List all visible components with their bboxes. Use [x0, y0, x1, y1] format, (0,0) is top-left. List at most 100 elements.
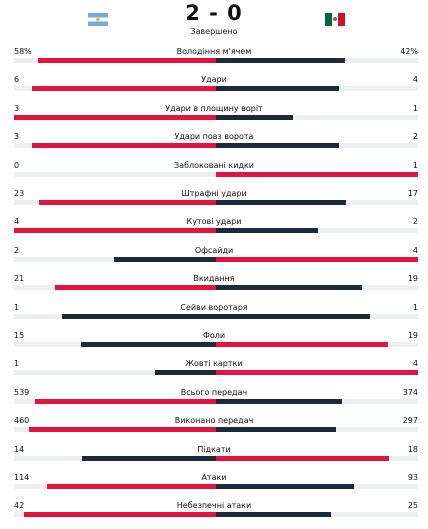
away-stat-bar	[216, 143, 339, 149]
home-stat-value: 3	[14, 132, 20, 142]
home-stat-bar	[39, 200, 216, 205]
stat-label: Виконано передач	[174, 416, 254, 426]
away-stat-bar	[216, 285, 362, 291]
home-stat-bar	[38, 58, 216, 63]
away-stat-value: 374	[402, 387, 418, 397]
stat-row: 539 Всього передач 374	[0, 385, 428, 413]
away-stat-bar	[216, 58, 345, 63]
home-stat-value: 3	[14, 103, 20, 113]
home-bar-track	[14, 171, 216, 177]
stat-row: 114 Атаки 93	[0, 470, 428, 498]
stat-row: 3 Удари повз ворота 2	[0, 129, 428, 157]
home-stat-bar	[55, 285, 216, 291]
home-stat-bar	[81, 342, 216, 347]
home-stat-value: 4	[14, 217, 20, 227]
home-stat-value: 21	[14, 274, 25, 284]
away-stat-value: 297	[402, 416, 418, 426]
home-stat-value: 58%	[14, 47, 32, 56]
home-stat-value: 460	[14, 416, 30, 426]
away-stat-bar	[216, 256, 418, 262]
home-bar-track	[14, 370, 216, 376]
home-stat-bar	[32, 143, 216, 149]
stat-label: Жовті картки	[185, 359, 243, 369]
stat-label: Удари	[201, 75, 227, 85]
home-stat-value: 23	[14, 189, 25, 198]
away-stat-value: 1	[412, 302, 418, 312]
home-stat-bar	[14, 114, 216, 120]
away-stat-bar	[216, 171, 418, 177]
stat-row: 1 Сейви воротаря 1	[0, 300, 428, 328]
stat-row: 4 Кутові удари 2	[0, 214, 428, 242]
home-stat-bar	[29, 427, 216, 433]
match-status: Завершено	[190, 27, 238, 36]
away-stat-value: 17	[407, 189, 418, 198]
home-stat-bar	[114, 256, 216, 262]
home-stat-value: 539	[14, 387, 30, 397]
home-stat-value: 1	[14, 302, 20, 312]
stat-row: 0 Заблоковані кидки 1	[0, 158, 428, 186]
away-stat-bar	[216, 427, 336, 433]
away-stat-value: 18	[407, 444, 418, 454]
home-stat-value: 15	[14, 331, 25, 340]
away-stat-bar	[216, 512, 331, 518]
home-stat-bar	[14, 228, 216, 234]
away-stat-bar	[216, 484, 354, 489]
away-stat-value: 4	[412, 75, 418, 85]
stat-label: Підкати	[197, 444, 231, 454]
away-stat-bar	[216, 228, 318, 234]
away-stat-bar	[216, 86, 339, 92]
away-stat-value: 2	[412, 217, 418, 227]
home-stat-value: 0	[14, 160, 20, 170]
away-bar-track	[216, 114, 418, 120]
stat-label: Заблоковані кидки	[174, 160, 254, 170]
stat-row: 3 Удари в площину воріт 1	[0, 101, 428, 129]
away-stat-value: 19	[407, 274, 418, 284]
away-stat-value: 1	[412, 160, 418, 170]
home-stat-value: 114	[14, 473, 30, 482]
home-stat-bar	[24, 512, 216, 518]
home-stat-value: 2	[14, 245, 20, 255]
stat-row: 42 Небезпечні атаки 25	[0, 498, 428, 526]
away-stat-bar	[216, 313, 370, 319]
away-stat-value: 2	[412, 132, 418, 142]
stat-label: Вкидання	[193, 274, 235, 284]
away-stat-value: 42%	[400, 47, 418, 56]
stat-row: 58% Володіння м'ячем 42%	[0, 44, 428, 72]
home-stat-bar	[32, 86, 216, 92]
mexico-flag-icon	[325, 13, 345, 26]
stat-label: Володіння м'ячем	[176, 47, 252, 56]
home-stat-value: 14	[14, 444, 25, 454]
stat-row: 6 Удари 4	[0, 72, 428, 100]
stat-row: 21 Вкидання 19	[0, 271, 428, 299]
stat-label: Удари в площину воріт	[165, 103, 263, 113]
home-stat-bar	[62, 313, 216, 319]
home-stat-value: 6	[14, 75, 20, 85]
stat-row: 1 Жовті картки 4	[0, 356, 428, 384]
home-stat-value: 42	[14, 501, 25, 511]
away-stat-bar	[216, 398, 342, 404]
stat-label: Кутові удари	[186, 217, 242, 227]
stat-label: Небезпечні атаки	[176, 501, 252, 511]
stat-label: Фоли	[202, 331, 226, 340]
stat-label: Офсайди	[194, 245, 234, 255]
home-stat-bar	[47, 484, 216, 489]
match-score: 2 - 0	[185, 1, 243, 25]
stat-label: Штрафні удари	[181, 189, 247, 198]
away-stat-value: 1	[412, 103, 418, 113]
away-stat-value: 19	[407, 331, 418, 340]
stat-label: Всього передач	[180, 387, 248, 397]
home-stat-value: 1	[14, 359, 20, 369]
away-stat-value: 4	[412, 245, 418, 255]
stat-label: Атаки	[201, 473, 227, 482]
match-header: 2 - 0 Завершено	[0, 0, 428, 40]
stat-row: 14 Підкати 18	[0, 442, 428, 470]
away-stat-value: 25	[407, 501, 418, 511]
stat-label: Сейви воротаря	[180, 302, 248, 312]
away-stat-bar	[216, 455, 389, 461]
stat-row: 2 Офсайди 4	[0, 243, 428, 271]
argentina-flag-icon	[88, 13, 108, 26]
away-stat-value: 93	[407, 473, 418, 482]
away-stat-bar	[216, 370, 418, 376]
stat-row: 15 Фоли 19	[0, 328, 428, 356]
home-stat-bar	[155, 370, 216, 376]
